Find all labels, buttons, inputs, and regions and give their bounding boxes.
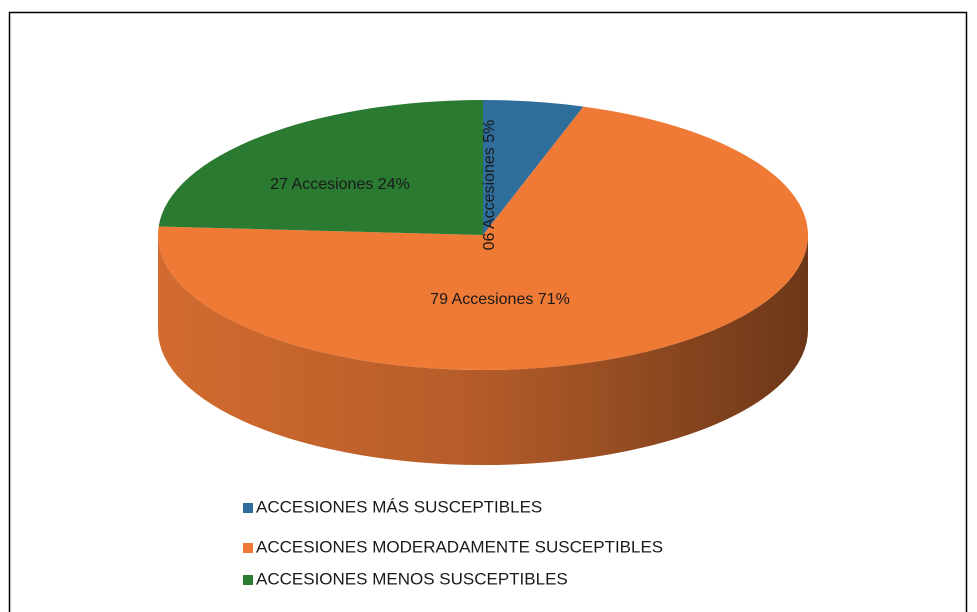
data-label: 27 Accesiones 24%: [270, 176, 410, 193]
legend-label: ACCESIONES MÁS SUSCEPTIBLES: [256, 497, 542, 516]
legend-swatch: [243, 543, 253, 553]
legend-swatch: [243, 575, 253, 585]
data-label: 06 Accesiones 5%: [481, 120, 498, 251]
slice: [158, 106, 809, 370]
legend-label: ACCESIONES MENOS SUSCEPTIBLES: [256, 569, 568, 588]
slice-side-shade: [158, 235, 808, 465]
legend-label: ACCESIONES MODERADAMENTE SUSCEPTIBLES: [256, 537, 663, 556]
legend-swatch: [243, 503, 253, 513]
data-label: 79 Accesiones 71%: [430, 291, 570, 308]
slice: [158, 100, 484, 235]
slice: [483, 100, 584, 235]
